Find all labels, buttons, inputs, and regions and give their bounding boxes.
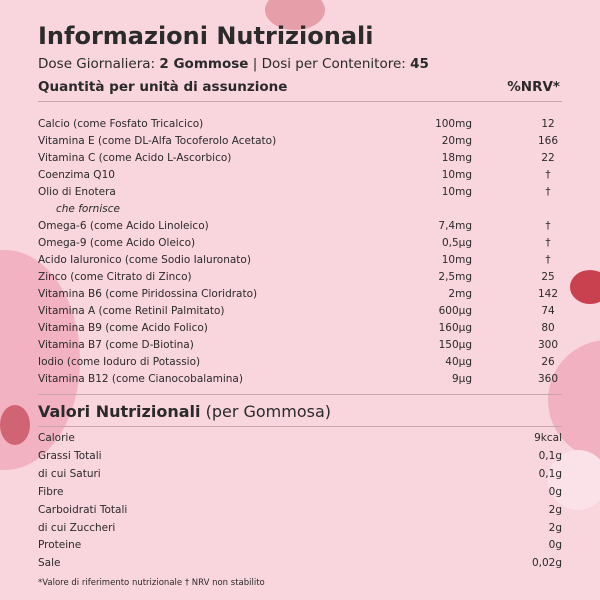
dose-value: 2 Gommose — [159, 56, 249, 72]
ingredient-amount: 10mg — [441, 169, 472, 181]
ingredient-nrv: 360 — [537, 373, 559, 385]
nutrient-value: 2g — [548, 521, 562, 534]
nutrient-name: Carboidrati Totali — [38, 503, 128, 516]
nutrient-name: di cui Saturi — [38, 467, 101, 480]
ingredient-amount: 2mg — [448, 288, 472, 300]
nutrient-value: 0g — [548, 539, 562, 552]
ingredient-nrv: 74 — [541, 305, 555, 317]
nutrient-name: Proteine — [38, 539, 82, 552]
nutrient-name: Calorie — [38, 432, 75, 444]
ingredient-amount: 10mg — [441, 254, 472, 266]
dose-label: Dose Giornaliera: — [38, 56, 160, 72]
title: Informazioni Nutrizionali — [38, 22, 374, 50]
ingredient-name: Vitamina B9 (come Acido Folico) — [38, 322, 208, 334]
section-title: Valori Nutrizionali (per Gommosa) — [38, 402, 331, 421]
divider — [38, 394, 562, 395]
nutrient-name: Fibre — [38, 485, 64, 498]
ingredient-amount: 600µg — [438, 305, 472, 317]
ingredient-name: Vitamina B6 (come Piridossina Cloridrato… — [38, 288, 258, 300]
ingredient-amount: 40µg — [445, 356, 472, 368]
ingredient-nrv: 12 — [541, 118, 555, 130]
divider — [38, 101, 562, 102]
ingredient-name: Calcio (come Fosfato Tricalcico) — [38, 118, 204, 130]
ingredient-name: Vitamina B12 (come Cianocobalamina) — [38, 373, 243, 385]
nutrient-value: 2g — [548, 503, 562, 516]
decor-heart — [570, 270, 600, 304]
divider — [38, 426, 562, 427]
section-title-bold: Valori Nutrizionali — [38, 402, 201, 421]
ingredient-name: Coenzima Q10 — [38, 169, 115, 181]
ingredient-nrv: † — [545, 237, 551, 249]
ingredient-nrv: 300 — [537, 339, 559, 351]
nutrient-value: 9kcal — [534, 432, 562, 444]
ingredient-name: Omega-6 (come Acido Linoleico) — [38, 220, 209, 232]
ingredient-nrv: † — [545, 169, 551, 181]
ingredient-nrv: 142 — [537, 288, 559, 300]
ingredient-amount: 10mg — [441, 186, 472, 198]
ingredient-amount: 2,5mg — [438, 271, 472, 283]
ingredient-name: Zinco (come Citrato di Zinco) — [38, 271, 192, 283]
ingredient-nrv: † — [545, 220, 551, 232]
ingredient-name: Vitamina C (come Acido L-Ascorbico) — [38, 152, 232, 164]
containers-value: 45 — [410, 56, 429, 72]
nutrient-value: 0g — [548, 485, 562, 498]
ingredient-nrv: 166 — [537, 135, 559, 147]
nutrient-name: di cui Zuccheri — [38, 521, 116, 534]
containers-label: | Dosi per Contenitore: — [252, 56, 411, 72]
ingredient-name: Acido Ialuronico (come Sodio Ialuronato) — [38, 254, 251, 266]
column-header: Quantità per unità di assunzione — [38, 79, 288, 95]
nutrient-name: Grassi Totali — [38, 449, 102, 462]
dose-line: Dose Giornaliera: 2 Gommose | Dosi per C… — [38, 56, 429, 72]
ingredient-amount: 9µg — [451, 373, 472, 385]
sub-label: che fornisce — [56, 203, 120, 215]
ingredient-nrv: 25 — [541, 271, 555, 283]
ingredient-nrv: † — [545, 254, 551, 266]
ingredient-amount: 20mg — [441, 135, 472, 147]
ingredient-name: Iodio (come Ioduro di Potassio) — [38, 356, 201, 368]
nutrient-value: 0,1g — [538, 467, 562, 480]
ingredient-nrv: 22 — [541, 152, 555, 164]
ingredient-nrv: 80 — [541, 322, 555, 334]
ingredient-amount: 7,4mg — [438, 220, 472, 232]
nutrient-name: Sale — [38, 557, 61, 570]
nutrient-value: 0,1g — [538, 449, 562, 462]
ingredient-amount: 160µg — [438, 322, 472, 334]
ingredient-nrv: † — [545, 186, 551, 198]
footnote: *Valore di riferimento nutrizionale † NR… — [38, 578, 265, 588]
ingredient-name: Vitamina A (come Retinil Palmitato) — [38, 305, 225, 317]
ingredient-name: Vitamina E (come DL-Alfa Tocoferolo Acet… — [38, 135, 277, 147]
ingredient-name: Vitamina B7 (come D-Biotina) — [38, 339, 194, 351]
ingredient-amount: 0,5µg — [441, 237, 472, 249]
column-header: %NRV* — [507, 79, 560, 95]
nutrient-value: 0,02g — [531, 557, 562, 570]
ingredient-amount: 100mg — [435, 118, 472, 130]
section-subtitle: (per Gommosa) — [200, 402, 332, 421]
decor-circle — [548, 450, 600, 510]
ingredient-amount: 18mg — [441, 152, 472, 164]
ingredient-name: Omega-9 (come Acido Oleico) — [38, 237, 196, 249]
ingredient-amount: 150µg — [438, 339, 472, 351]
ingredient-nrv: 26 — [541, 356, 555, 368]
ingredient-name: Olio di Enotera — [38, 186, 116, 198]
decor-heart — [0, 405, 30, 445]
